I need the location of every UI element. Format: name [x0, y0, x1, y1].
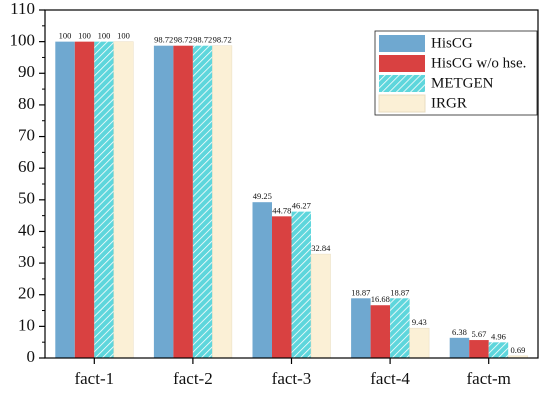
y-tick-label: 100 — [10, 31, 36, 50]
bar — [390, 298, 410, 358]
value-label: 98.72 — [193, 35, 212, 45]
legend-swatch — [379, 75, 425, 92]
x-tick-label: fact-2 — [173, 369, 213, 388]
y-tick-label: 70 — [18, 125, 35, 144]
bar — [74, 41, 95, 359]
y-tick-label: 0 — [27, 347, 36, 366]
bar — [310, 253, 331, 359]
value-label: 98.72 — [154, 35, 173, 45]
bar — [94, 41, 114, 359]
bar — [212, 45, 233, 359]
bar — [55, 41, 75, 359]
bar — [153, 45, 174, 358]
value-label: 46.27 — [292, 201, 311, 211]
x-tick-label: fact-1 — [74, 369, 114, 388]
bar — [173, 45, 193, 358]
x-tick-label: fact-4 — [370, 369, 410, 388]
legend-label: METGEN — [431, 75, 494, 91]
value-label: 98.72 — [213, 35, 232, 45]
value-label: 100 — [78, 31, 91, 41]
value-label: 0.69 — [511, 345, 526, 355]
y-tick-label: 30 — [18, 252, 35, 271]
value-label: 44.78 — [272, 205, 291, 215]
y-tick-label: 60 — [18, 157, 35, 176]
y-tick-label: 110 — [10, 0, 35, 18]
value-label: 100 — [59, 31, 72, 41]
value-label: 18.87 — [390, 287, 409, 297]
plot-frame — [44, 9, 539, 359]
value-label: 32.84 — [311, 243, 331, 253]
value-label: 18.87 — [351, 287, 370, 297]
x-tick-label: fact-m — [467, 369, 511, 388]
bar — [291, 211, 311, 358]
value-label: 5.67 — [472, 329, 487, 339]
y-tick-label: 10 — [18, 315, 35, 334]
legend-swatch — [378, 94, 426, 113]
bar — [272, 216, 292, 358]
value-label: 100 — [117, 31, 130, 41]
legend-label: HisCG — [431, 35, 473, 51]
value-label: 49.25 — [253, 191, 272, 201]
value-label: 100 — [98, 31, 111, 41]
bar — [351, 298, 371, 358]
y-tick-label: 50 — [18, 189, 35, 208]
bar — [252, 202, 272, 358]
value-label: 16.68 — [371, 294, 390, 304]
bar — [469, 340, 489, 358]
legend-swatch — [379, 35, 425, 52]
y-tick-label: 90 — [18, 62, 35, 81]
legend-swatch — [379, 55, 425, 72]
y-tick-label: 80 — [18, 94, 35, 113]
x-tick-label: fact-3 — [272, 369, 312, 388]
legend-label: IRGR — [431, 95, 467, 111]
bar — [113, 41, 134, 359]
value-label: 6.38 — [452, 327, 467, 337]
y-tick-label: 20 — [18, 284, 35, 303]
value-label: 4.96 — [491, 331, 506, 341]
bar — [409, 327, 430, 359]
bar — [192, 45, 213, 358]
bar — [370, 305, 391, 358]
value-label: 98.72 — [174, 35, 193, 45]
y-tick-label: 40 — [18, 220, 35, 239]
value-label: 9.43 — [412, 317, 427, 327]
legend-label: HisCG w/o hse. — [431, 55, 526, 71]
bar — [449, 337, 470, 358]
bar — [488, 342, 509, 358]
